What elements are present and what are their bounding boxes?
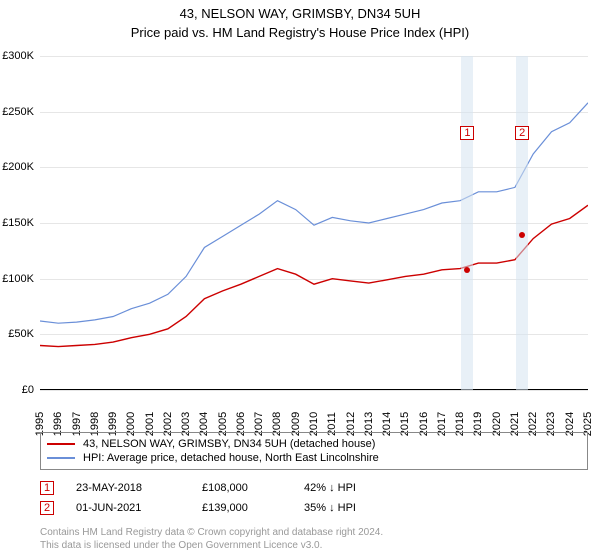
page-title: 43, NELSON WAY, GRIMSBY, DN34 5UH [0,0,600,21]
price-row: 2 01-JUN-2021 £139,000 35% ↓ HPI [40,498,588,518]
price-value: £139,000 [202,502,282,514]
legend: 43, NELSON WAY, GRIMSBY, DN34 5UH (detac… [40,432,588,470]
page-subtitle: Price paid vs. HM Land Registry's House … [0,21,600,40]
y-tick-label: £50K [0,328,34,340]
footnote-line: This data is licensed under the Open Gov… [40,539,588,552]
price-marker-icon: 2 [40,501,54,515]
sale-marker-dot-icon [519,232,525,238]
sale-marker-dot-icon [464,267,470,273]
price-date: 23-MAY-2018 [76,482,180,494]
chart-area: £0£50K£100K£150K£200K£250K£300K 19951996… [40,56,588,390]
y-axis [40,56,41,390]
footnote-line: Contains HM Land Registry data © Crown c… [40,526,588,539]
price-table: 1 23-MAY-2018 £108,000 42% ↓ HPI 2 01-JU… [40,478,588,518]
price-marker-icon: 1 [40,481,54,495]
price-value: £108,000 [202,482,282,494]
y-tick-label: £0 [0,384,34,396]
x-axis [40,389,588,390]
price-diff: 42% ↓ HPI [304,482,356,494]
chart-svg [40,56,588,390]
footnote: Contains HM Land Registry data © Crown c… [40,526,588,552]
legend-label: HPI: Average price, detached house, Nort… [83,452,379,464]
sale-marker-label: 1 [460,126,474,140]
sale-marker-label: 2 [515,126,529,140]
legend-row: HPI: Average price, detached house, Nort… [47,451,581,465]
y-tick-label: £100K [0,273,34,285]
price-date: 01-JUN-2021 [76,502,180,514]
legend-row: 43, NELSON WAY, GRIMSBY, DN34 5UH (detac… [47,437,581,451]
y-tick-label: £300K [0,50,34,62]
y-tick-label: £250K [0,106,34,118]
legend-swatch-icon [47,457,75,459]
y-tick-label: £200K [0,161,34,173]
legend-swatch-icon [47,443,75,445]
legend-label: 43, NELSON WAY, GRIMSBY, DN34 5UH (detac… [83,438,375,450]
y-tick-label: £150K [0,217,34,229]
price-diff: 35% ↓ HPI [304,502,356,514]
price-row: 1 23-MAY-2018 £108,000 42% ↓ HPI [40,478,588,498]
